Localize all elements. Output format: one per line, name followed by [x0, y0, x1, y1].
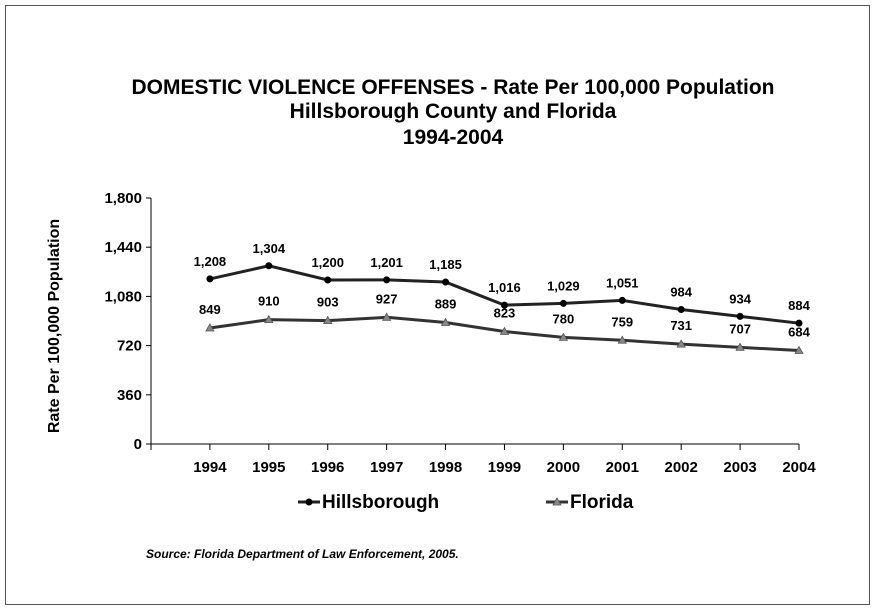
- data-point: [323, 315, 333, 324]
- data-label: 1,051: [606, 275, 639, 290]
- data-label: 903: [317, 295, 339, 310]
- data-point: [264, 314, 274, 324]
- data-label: 1,185: [429, 257, 462, 272]
- y-tick-label: 360: [117, 387, 142, 404]
- data-point: [206, 275, 214, 283]
- data-label: 707: [729, 321, 751, 336]
- data-label: 823: [494, 306, 516, 321]
- data-point: [500, 301, 508, 309]
- data-point: [735, 342, 745, 351]
- y-tick-label: 1,080: [104, 288, 142, 305]
- data-point: [794, 345, 804, 354]
- x-tick-label: 2000: [547, 459, 580, 476]
- data-label: 1,029: [547, 278, 580, 293]
- chart-frame: DOMESTIC VIOLENCE OFFENSES - Rate Per 10…: [5, 5, 870, 605]
- legend-label: Florida: [570, 492, 634, 513]
- source-note: Source: Florida Department of Law Enforc…: [146, 547, 459, 561]
- data-point: [381, 312, 392, 321]
- y-axis-label: Rate Per 100,000 Population: [46, 219, 63, 433]
- chart-title-line-3: 1994-2004: [403, 126, 504, 149]
- x-tick-label: 2002: [664, 459, 697, 476]
- x-tick-label: 1999: [488, 459, 521, 476]
- data-point: [499, 326, 510, 335]
- series-hillsborough: 1,208 1,304 1,200 1,201 1,185 1,016 1,029 1,051…: [194, 241, 811, 327]
- x-tick-label: 1997: [370, 459, 403, 476]
- chart-title-line-1: DOMESTIC VIOLENCE OFFENSES - Rate Per 10…: [132, 76, 775, 99]
- x-tick-label: 2001: [606, 459, 639, 476]
- y-tick-label: 1,440: [104, 239, 142, 256]
- chart-legend: Hillsborough Florida: [298, 492, 634, 513]
- data-point: [795, 319, 803, 327]
- data-label: 731: [670, 318, 692, 333]
- data-label: 1,304: [253, 241, 286, 256]
- data-label: 1,016: [488, 280, 521, 295]
- data-point: [558, 332, 569, 341]
- y-tick-label: 1,800: [104, 190, 142, 207]
- data-point: [265, 262, 273, 270]
- legend-marker: [305, 498, 313, 506]
- data-label: 910: [258, 294, 280, 309]
- data-point: [677, 306, 685, 314]
- legend-item-florida: Florida: [546, 492, 634, 513]
- data-point: [205, 323, 215, 332]
- y-tick-label: 720: [117, 338, 142, 355]
- chart-axes: 0 360 720 1,080 1,440 1,800 1994 1995 1996 1997 19…: [104, 190, 816, 476]
- x-tick-label: 1994: [193, 459, 227, 476]
- data-point: [559, 299, 567, 307]
- data-point: [618, 296, 626, 304]
- data-point: [676, 339, 686, 348]
- legend-label: Hillsborough: [322, 492, 439, 513]
- chart-title: DOMESTIC VIOLENCE OFFENSES - Rate Per 10…: [132, 76, 775, 149]
- y-tick-label: 0: [134, 436, 142, 453]
- chart-series: 1,208 1,304 1,200 1,201 1,185 1,016 1,029 1,051…: [194, 241, 811, 354]
- data-label: 780: [553, 311, 575, 326]
- data-point: [442, 278, 450, 286]
- data-point: [617, 335, 627, 344]
- x-tick-label: 2004: [782, 459, 816, 476]
- data-label: 934: [729, 291, 751, 306]
- data-label: 684: [788, 325, 810, 340]
- series-florida: 849 910 903 927 889 823 780 759 731 707 684: [199, 291, 811, 354]
- data-point: [440, 317, 451, 326]
- x-tick-label: 1995: [252, 459, 285, 476]
- data-point: [383, 276, 391, 284]
- x-tick-label: 2003: [723, 459, 756, 476]
- data-label: 759: [611, 314, 633, 329]
- chart-canvas: DOMESTIC VIOLENCE OFFENSES - Rate Per 10…: [46, 76, 816, 561]
- legend-marker: [552, 497, 562, 506]
- chart-title-line-2: Hillsborough County and Florida: [290, 100, 617, 123]
- data-label: 849: [199, 302, 221, 317]
- data-label: 1,201: [370, 255, 403, 270]
- data-point: [324, 276, 332, 284]
- data-label: 884: [788, 298, 810, 313]
- data-label: 1,208: [194, 254, 227, 269]
- legend-item-hillsborough: Hillsborough: [298, 492, 439, 513]
- data-label: 927: [376, 291, 398, 306]
- x-tick-label: 1996: [311, 459, 344, 476]
- data-label: 889: [435, 297, 457, 312]
- x-tick-label: 1998: [429, 459, 462, 476]
- data-label: 984: [670, 285, 692, 300]
- data-label: 1,200: [311, 255, 344, 270]
- data-point: [736, 312, 744, 320]
